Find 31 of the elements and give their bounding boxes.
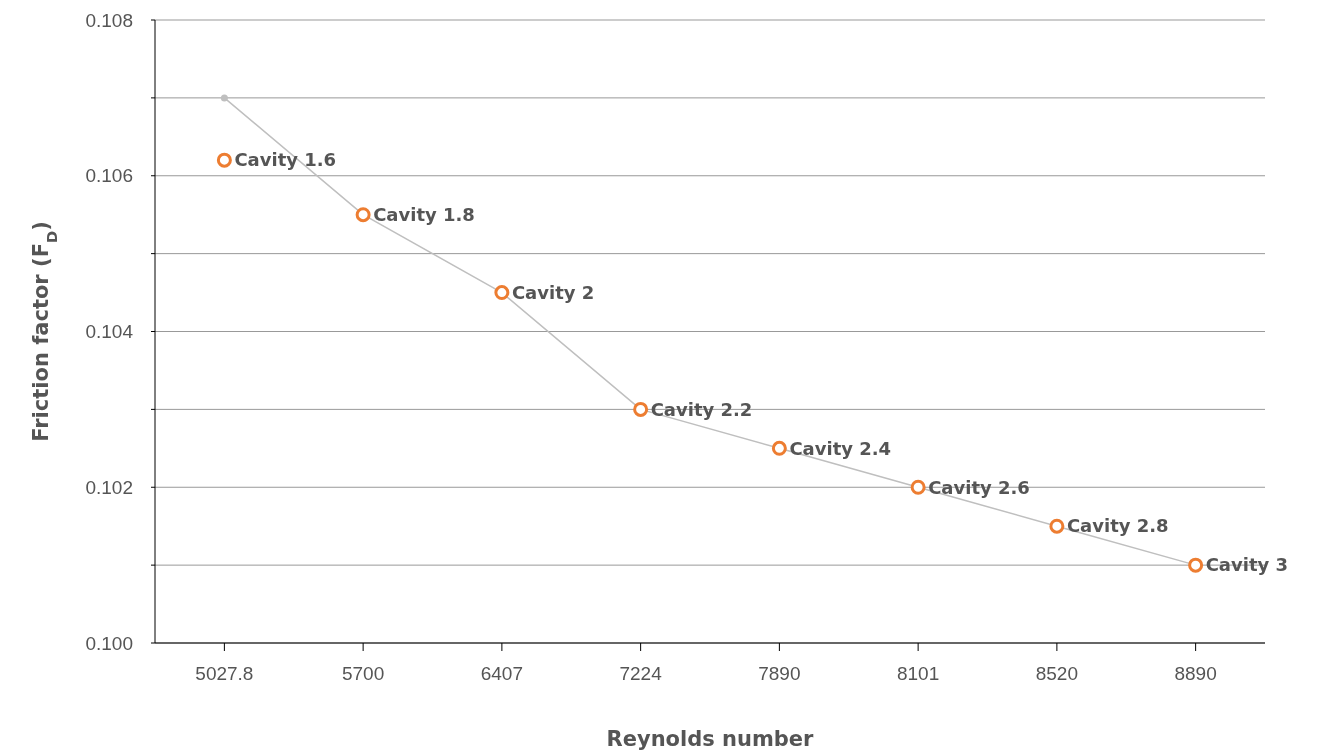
x-tick-label: 5700 (341, 663, 385, 684)
point (216, 152, 232, 168)
y-tick-label: 0.100 (85, 632, 133, 654)
annotation: Cavity 2.2 (650, 398, 753, 420)
y-tick-label: 0.102 (85, 476, 133, 498)
x-tick-label: 7224 (619, 663, 663, 684)
x-axis-title: Reynolds number (606, 727, 815, 751)
y-tick-label: 0.108 (85, 9, 133, 31)
x-tick-label: 6407 (480, 663, 524, 684)
point (1188, 557, 1204, 573)
annotation: Cavity 1.6 (234, 149, 337, 171)
y-tick-label: 0.106 (85, 165, 133, 187)
x-tick-label: 5027.8 (195, 663, 254, 684)
annotation: Cavity 3 (1205, 554, 1289, 576)
point (633, 401, 649, 417)
point (1049, 518, 1065, 534)
x-tick-label: 8101 (896, 663, 940, 684)
point (910, 479, 926, 495)
x-tick-label: 8890 (1174, 663, 1217, 684)
x-tick-label: 8520 (1035, 663, 1079, 684)
point (771, 440, 787, 456)
point (355, 207, 371, 223)
point (494, 285, 510, 301)
y-tick-label: 0.104 (85, 321, 134, 343)
annotation: Cavity 2 (511, 281, 595, 303)
annotation: Cavity 1.8 (373, 203, 475, 225)
annotation: Cavity 2.6 (928, 476, 1030, 498)
x-tick-label: 7890 (758, 663, 801, 684)
annotation: Cavity 2.4 (789, 437, 892, 459)
point (220, 94, 228, 102)
annotation: Cavity 2.8 (1066, 515, 1169, 537)
